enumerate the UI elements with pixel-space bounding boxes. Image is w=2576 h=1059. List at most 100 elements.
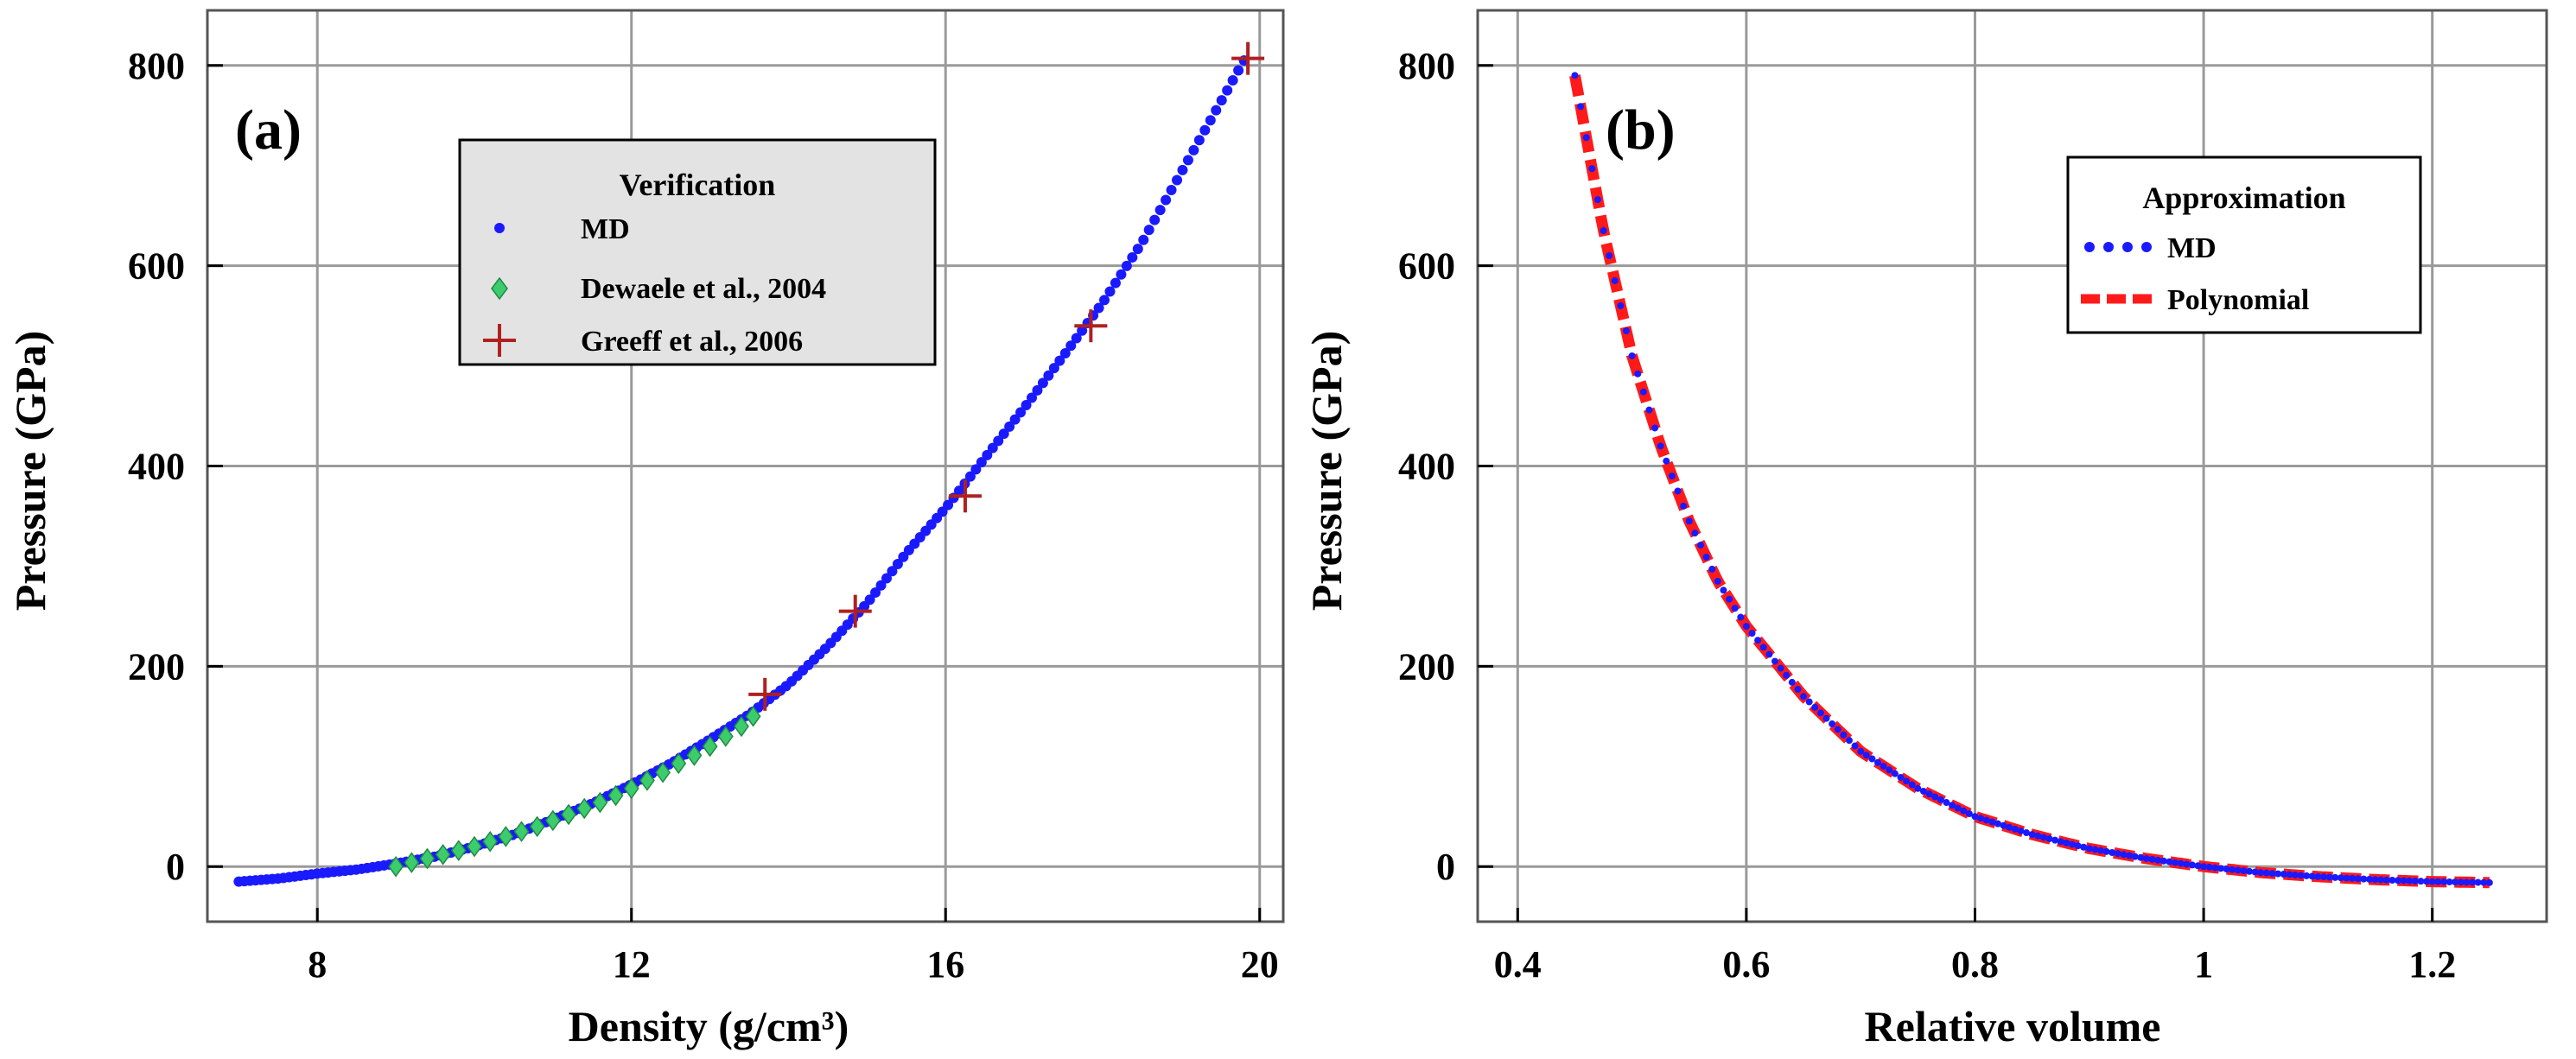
x-tick-label: 1.2 — [2408, 943, 2456, 986]
md-point — [998, 428, 1009, 440]
md-point — [2457, 878, 2465, 886]
md-point — [2074, 842, 2082, 850]
md-point — [1216, 95, 1227, 106]
md-point — [1043, 370, 1054, 381]
md-point — [1009, 414, 1021, 425]
md-point — [964, 471, 976, 482]
md-point — [1205, 115, 1216, 126]
dewaele-point — [671, 752, 687, 775]
md-point — [2229, 866, 2236, 873]
md-point — [1104, 286, 1116, 297]
md-point — [1759, 644, 1767, 651]
md-point — [2240, 867, 2248, 875]
series-dewaele-et-al-2004 — [388, 706, 761, 878]
md-point — [2423, 878, 2431, 885]
md-point — [1071, 333, 1082, 344]
md-point — [1188, 144, 1199, 155]
dewaele-point — [717, 726, 734, 747]
legend-md-line-marker — [2084, 242, 2152, 252]
md-point — [1800, 693, 1808, 701]
legend-md-marker — [494, 223, 505, 233]
md-point — [1903, 777, 1911, 785]
y-tick-label: 200 — [1398, 645, 1455, 688]
series-md — [233, 54, 1250, 887]
md-point — [1600, 227, 1607, 235]
md-point — [1994, 820, 2001, 828]
md-point — [1988, 818, 1996, 826]
md-point — [2446, 878, 2453, 885]
md-point — [1949, 802, 1956, 809]
md-point — [2211, 864, 2219, 872]
md-point — [1048, 363, 1059, 374]
md-point — [2365, 875, 2373, 883]
md-point — [1720, 587, 1727, 594]
md-point — [1182, 155, 1193, 166]
dewaele-point — [544, 809, 561, 832]
md-point — [993, 435, 1004, 447]
md-point — [2023, 829, 2031, 837]
md-point — [2251, 868, 2259, 876]
md-point — [1116, 269, 1127, 280]
md-point — [1577, 103, 1585, 111]
md-point — [2382, 876, 2390, 884]
dewaele-point — [450, 840, 467, 861]
y-tick-label: 400 — [1398, 446, 1455, 488]
x-tick-label: 20 — [1241, 943, 1279, 986]
md-point — [1702, 554, 1710, 561]
md-point — [2331, 873, 2339, 881]
md-point — [1161, 194, 1172, 206]
md-point — [1193, 135, 1205, 146]
dewaele-point — [639, 770, 655, 791]
md-point — [1822, 714, 1830, 722]
y-tick-label: 800 — [128, 45, 185, 87]
md-point — [1674, 487, 1682, 495]
md-point — [870, 587, 881, 598]
md-point — [1965, 810, 1973, 818]
md-point — [2354, 875, 2362, 883]
md-point — [1645, 406, 1653, 414]
md-point — [1742, 622, 1750, 630]
md-point — [1021, 400, 1032, 411]
md-point — [1691, 530, 1699, 537]
series-md — [1571, 72, 2493, 886]
md-point — [2223, 866, 2230, 873]
md-point — [1977, 815, 1985, 822]
md-point — [1805, 698, 1813, 706]
md-point — [2097, 847, 2105, 854]
dewaele-point — [607, 784, 624, 807]
md-point — [2080, 843, 2088, 851]
md-point — [1668, 472, 1676, 480]
md-point — [2183, 860, 2191, 868]
md-point — [1606, 252, 1613, 260]
md-point — [1149, 214, 1161, 225]
md-point — [2406, 877, 2414, 885]
md-point — [2474, 878, 2482, 886]
md-point — [1748, 630, 1756, 637]
panel-b-legend: Approximation MD Polynomial — [2066, 155, 2422, 334]
md-point — [2085, 845, 2093, 853]
md-point — [1960, 807, 1968, 815]
md-point — [1794, 686, 1802, 694]
md-point — [1862, 751, 1870, 759]
md-point — [2120, 851, 2128, 859]
md-point — [2268, 870, 2276, 878]
dewaele-point — [513, 821, 530, 842]
md-point — [1685, 517, 1693, 525]
dewaele-point — [655, 761, 671, 783]
md-point — [2320, 873, 2328, 881]
md-point — [1622, 327, 1630, 334]
panel-a-data — [233, 41, 1265, 887]
md-point — [1127, 251, 1138, 263]
md-point — [1177, 164, 1188, 175]
legend-dewaele-label: Dewaele et al., 2004 — [581, 273, 826, 305]
md-point — [2349, 874, 2357, 882]
md-point — [2017, 827, 2025, 834]
md-point — [1737, 613, 1745, 621]
md-point — [2337, 874, 2344, 882]
md-point — [2034, 832, 2042, 840]
md-point — [2188, 861, 2196, 869]
y-tick-label: 200 — [128, 645, 185, 688]
dewaele-point — [702, 735, 718, 758]
legend-polynomial-label: Polynomial — [2167, 284, 2309, 316]
